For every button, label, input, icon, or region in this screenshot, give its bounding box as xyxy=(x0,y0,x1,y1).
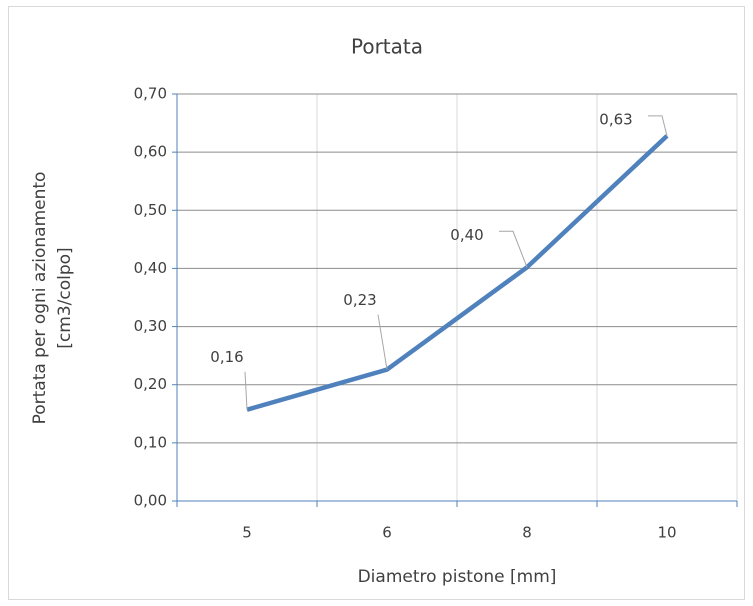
leader-line xyxy=(244,371,248,410)
x-tick-label: 5 xyxy=(242,524,252,542)
x-axis-title: Diametro pistone [mm] xyxy=(358,567,557,587)
data-label: 0,40 xyxy=(450,226,483,244)
data-line xyxy=(246,134,669,412)
data-label: 0,23 xyxy=(343,291,376,309)
y-tick-label: 0,70 xyxy=(134,85,167,103)
y-tick-label: 0,30 xyxy=(134,317,167,335)
chart-title: Portata xyxy=(351,35,423,59)
x-tick-label: 6 xyxy=(382,524,392,542)
y-tick-label: 0,20 xyxy=(134,375,167,393)
x-tick-label: 10 xyxy=(657,524,676,542)
y-axis-title-line: Portata per ogni azionamento xyxy=(30,172,50,425)
y-axis-title-line: [cm3/colpo] xyxy=(55,247,75,348)
data-label: 0,16 xyxy=(210,348,243,366)
y-tick-label: 0,00 xyxy=(134,492,167,510)
leader-line xyxy=(648,115,668,136)
y-tick-label: 0,60 xyxy=(134,143,167,161)
y-tick-label: 0,10 xyxy=(134,433,167,451)
y-tick-label: 0,40 xyxy=(134,259,167,277)
x-tick-label: 8 xyxy=(522,524,532,542)
leader-line xyxy=(499,230,528,268)
y-tick-label: 0,50 xyxy=(134,201,167,219)
y-axis-title: Portata per ogni azionamento [cm3/colpo] xyxy=(30,172,75,425)
leader-line xyxy=(377,314,388,370)
data-label: 0,63 xyxy=(599,110,632,128)
